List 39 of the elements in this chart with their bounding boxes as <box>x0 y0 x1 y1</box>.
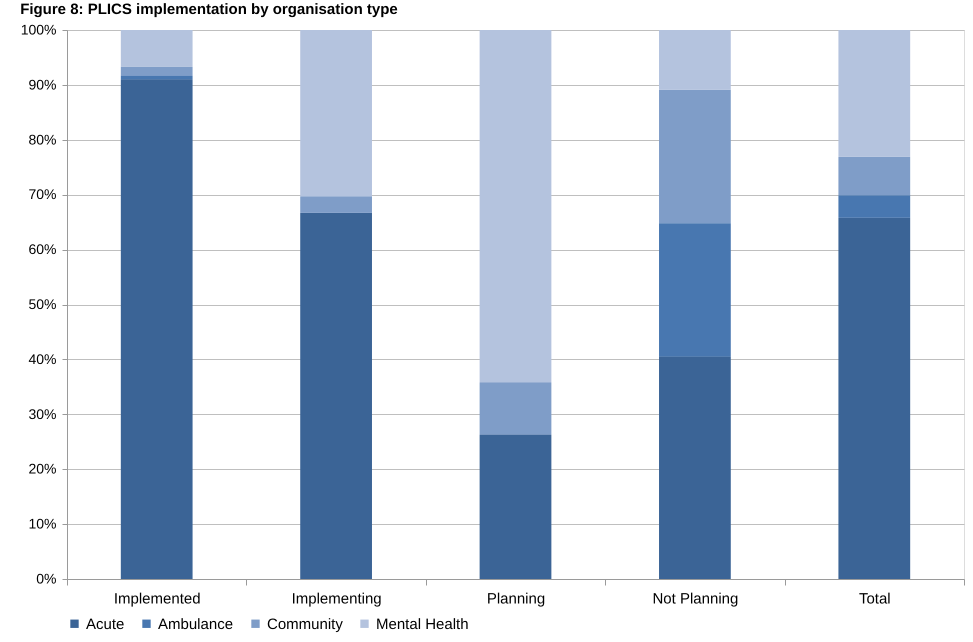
y-tick-label: 20% <box>28 460 56 477</box>
bar <box>120 79 193 579</box>
y-tick-label: 60% <box>28 241 56 258</box>
legend-label: Acute <box>86 616 124 633</box>
y-tick-label: 30% <box>28 406 56 422</box>
bar <box>300 30 372 196</box>
bar <box>480 30 552 382</box>
bar <box>659 223 731 357</box>
bar <box>659 90 731 224</box>
y-tick-label: 50% <box>28 296 56 312</box>
bar <box>120 66 193 76</box>
legend-label: Mental Health <box>376 616 469 633</box>
bar <box>659 356 731 579</box>
bar <box>300 196 372 213</box>
bar <box>659 30 731 90</box>
bar <box>120 76 193 80</box>
bar <box>838 156 910 196</box>
x-tick-label: Implemented <box>114 590 201 608</box>
y-tick-label: 10% <box>28 516 56 532</box>
bar <box>480 434 552 579</box>
chart-title: Figure 8: PLICS implementation by organisation type <box>20 1 398 18</box>
legend-label: Ambulance <box>158 616 234 633</box>
y-tick-label: 70% <box>28 186 56 202</box>
bar <box>838 30 910 157</box>
x-tick-label: Not Planning <box>652 590 738 608</box>
y-tick-label: 0% <box>36 570 56 586</box>
bar <box>120 30 193 67</box>
bar <box>838 195 910 218</box>
y-tick-label: 80% <box>28 131 56 148</box>
y-tick-label: 40% <box>28 350 56 367</box>
bar <box>300 212 372 579</box>
x-tick-label: Implementing <box>292 590 382 608</box>
x-tick-label: Total <box>858 590 891 608</box>
x-tick-label: Planning <box>486 590 546 608</box>
y-tick-label: 90% <box>28 76 56 92</box>
bar <box>480 382 552 435</box>
bar <box>838 218 910 579</box>
y-tick-label: 100% <box>20 22 56 38</box>
legend-label: Community <box>267 616 344 633</box>
